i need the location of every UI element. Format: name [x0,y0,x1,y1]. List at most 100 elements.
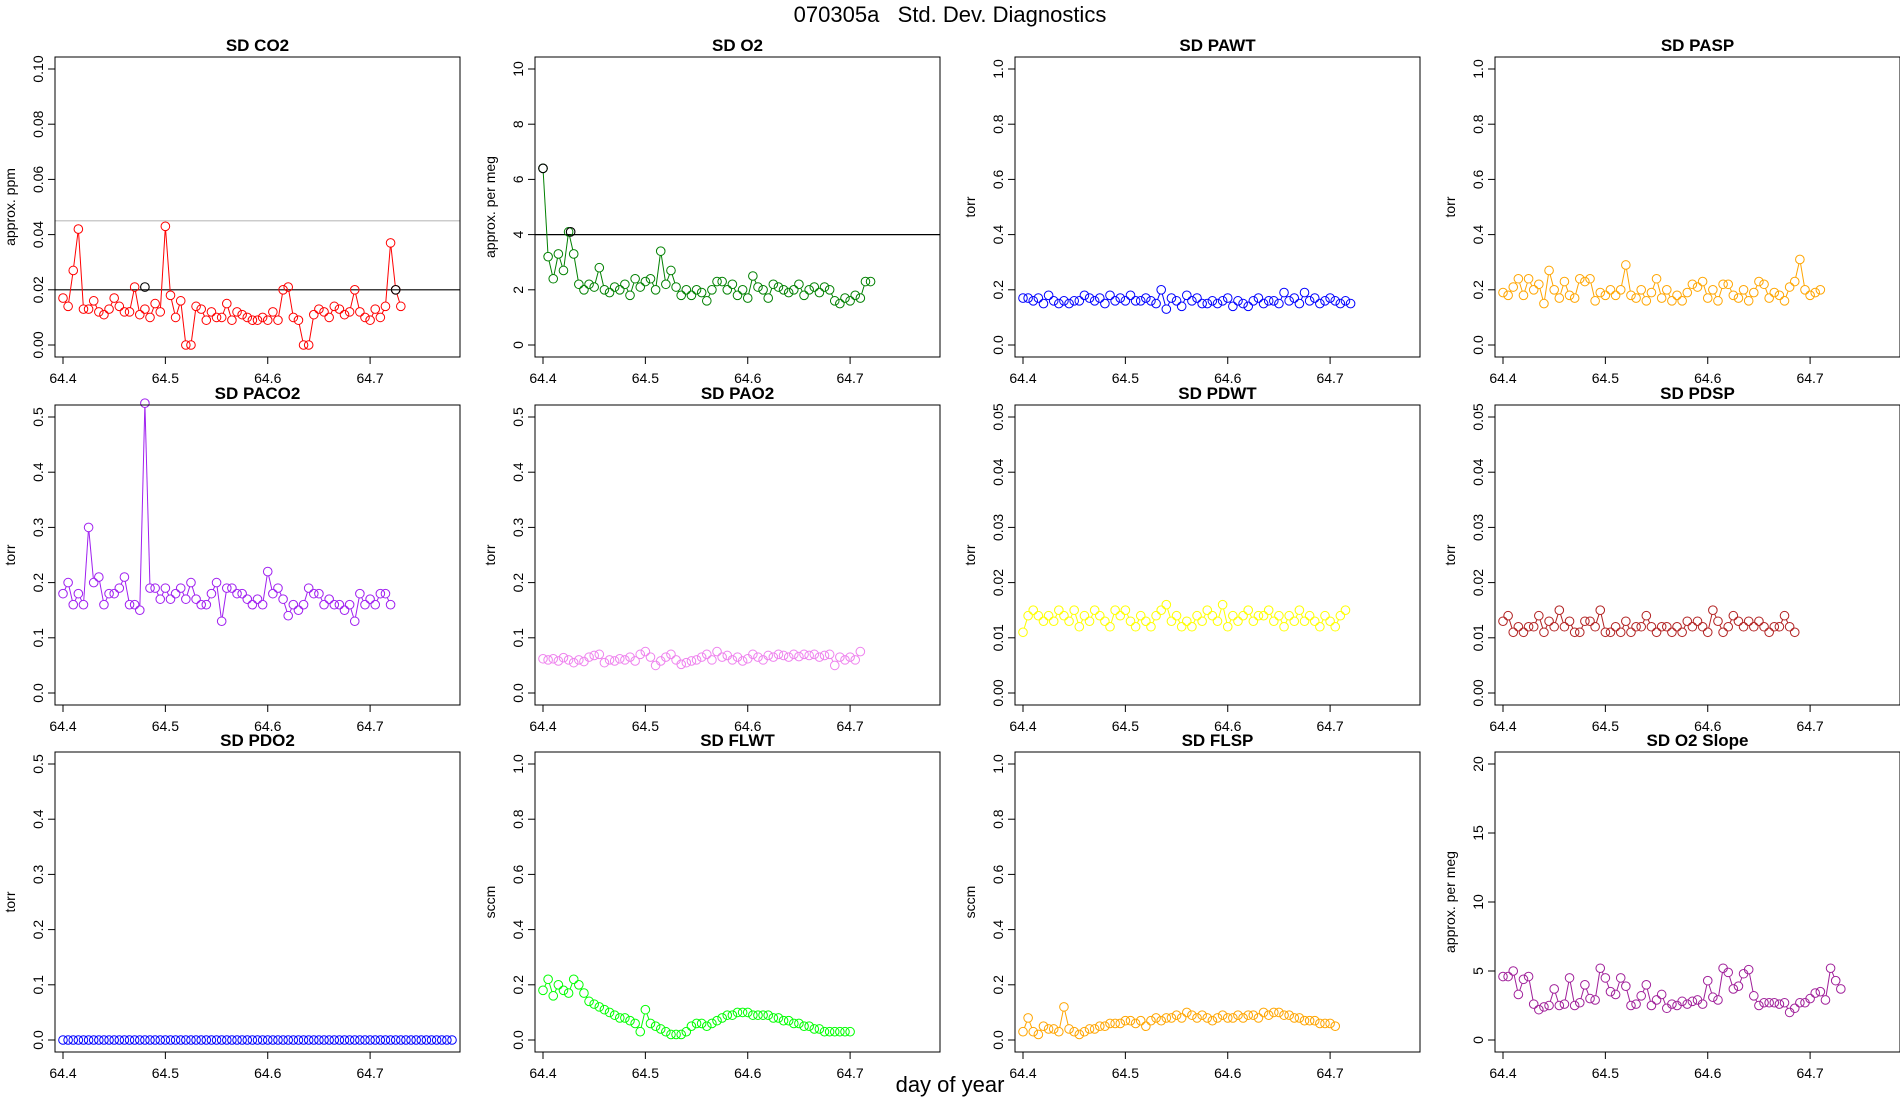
series-segment [1616,981,1620,991]
data-point [109,1035,119,1045]
series-segment [1627,624,1630,629]
data-point [1345,298,1356,309]
y-tick-label: 0.0 [990,1030,1006,1050]
data-point [1043,610,1054,621]
data-point [1759,279,1769,290]
data-point [538,653,548,664]
data-point [252,1035,263,1045]
series-segment [830,658,834,662]
data-point [1187,621,1197,632]
data-point [681,657,692,668]
y-tick-label: 0.8 [990,809,1006,829]
data-point [574,655,584,665]
x-tick-label: 64.5 [632,1065,659,1081]
data-point [298,599,309,610]
series-line [1024,1010,1069,1032]
data-point [773,282,784,292]
series-segment [1528,980,1534,1000]
data-point [1320,296,1330,306]
data-point [737,656,748,666]
series-segment [1642,293,1645,298]
data-point [1539,298,1549,309]
data-point [1687,996,1698,1007]
data-point [257,599,268,610]
data-point [191,1035,201,1045]
data-point [370,304,381,314]
data-point [1156,1015,1166,1026]
x-tick-label: 64.5 [152,718,179,734]
data-point [227,583,237,593]
data-point [1789,276,1800,287]
x-tick-label: 64.7 [836,718,863,734]
data-point [1713,616,1723,627]
data-point [1217,1010,1228,1020]
data-point [1110,296,1120,306]
data-point [293,315,304,325]
data-point [288,1035,299,1045]
data-point [1069,605,1079,616]
y-tick-label: 4 [510,230,526,238]
data-point [1228,301,1238,312]
data-point [324,312,334,323]
data-point [88,1035,99,1045]
data-point [1202,605,1213,616]
series-segment [1622,624,1625,629]
data-point [252,315,263,325]
data-point [799,649,809,660]
data-point [855,293,866,303]
series-segment [1336,619,1339,624]
plot-frame [1494,751,1900,1053]
panel-title: SD PASP [1661,36,1734,55]
data-point [293,605,304,616]
data-point [1079,1026,1090,1037]
data-point [1523,273,1534,284]
data-point [707,655,717,665]
series-segment [74,597,78,601]
y-tick-label: 0.4 [1470,225,1486,245]
series-segment [165,230,171,292]
data-point [1181,1007,1192,1018]
data-point [1836,984,1846,994]
data-point [1325,616,1335,627]
y-axis-label: approx. per meg [1442,851,1458,953]
y-tick-label: 0.01 [990,624,1006,651]
series-segment [599,271,604,286]
y-tick-label: 0.4 [990,920,1006,940]
data-point [543,974,553,985]
data-point [1733,616,1744,627]
series-segment [68,586,73,601]
y-axis-label: approx. ppm [2,168,18,246]
data-point [206,307,217,317]
data-point [227,1035,237,1045]
x-tick-label: 64.5 [1112,718,1139,734]
data-point [758,1010,768,1020]
data-point [1723,279,1734,290]
data-point [252,594,263,604]
data-point [1574,997,1585,1008]
data-point [620,655,630,665]
data-point [1315,621,1325,632]
data-point [1274,298,1284,309]
data-point [1156,285,1166,295]
data-point [1141,293,1151,303]
data-point [1528,285,1539,295]
data-point [73,1035,84,1045]
x-tick-label: 64.5 [1592,718,1619,734]
data-point [1595,963,1606,974]
series-segment [78,233,84,305]
data-point [1130,1018,1141,1029]
data-point [1580,980,1590,990]
data-point [1539,627,1549,638]
series-segment [1300,296,1304,300]
data-point [1187,296,1197,306]
x-tick-label: 64.6 [1214,370,1241,386]
data-point [1309,616,1320,627]
data-point [1089,1024,1100,1034]
data-point [604,655,615,665]
series-segment [64,586,67,590]
data-point [860,276,871,287]
data-point [431,1035,442,1045]
data-point [845,1026,855,1037]
x-tick-label: 64.5 [632,370,659,386]
data-point [1692,616,1703,627]
